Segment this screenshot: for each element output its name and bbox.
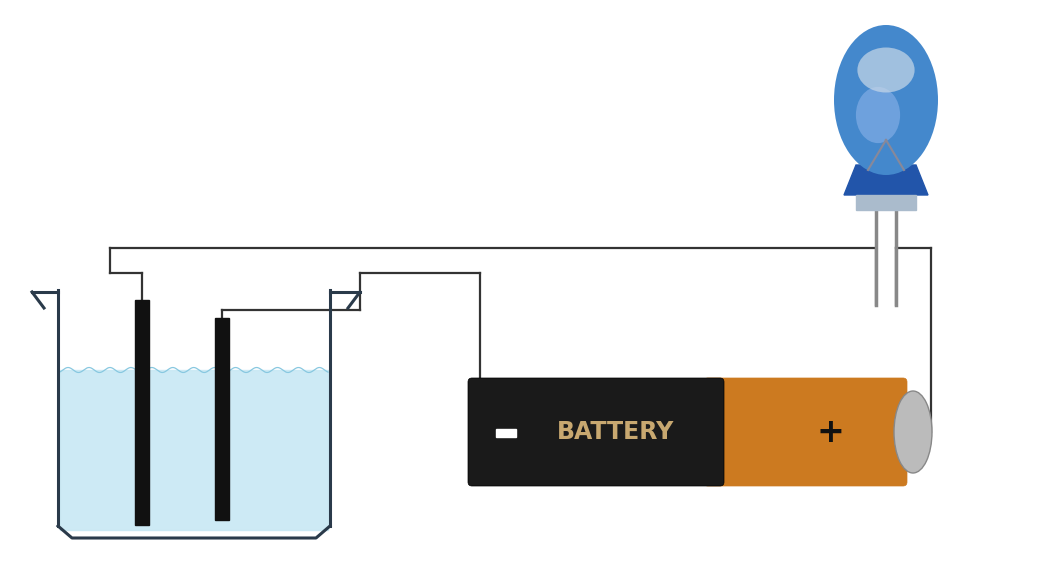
Ellipse shape (857, 47, 914, 92)
FancyBboxPatch shape (704, 378, 907, 486)
Ellipse shape (834, 25, 938, 175)
Bar (856, 195, 916, 210)
Text: BATTERY: BATTERY (558, 420, 675, 444)
Bar (215, 318, 229, 520)
Ellipse shape (856, 87, 900, 143)
Text: +: + (816, 416, 844, 449)
Bar (135, 300, 149, 525)
Bar (496, 429, 516, 437)
Polygon shape (844, 165, 928, 195)
Ellipse shape (894, 391, 932, 473)
Polygon shape (60, 370, 328, 530)
FancyBboxPatch shape (468, 378, 724, 486)
